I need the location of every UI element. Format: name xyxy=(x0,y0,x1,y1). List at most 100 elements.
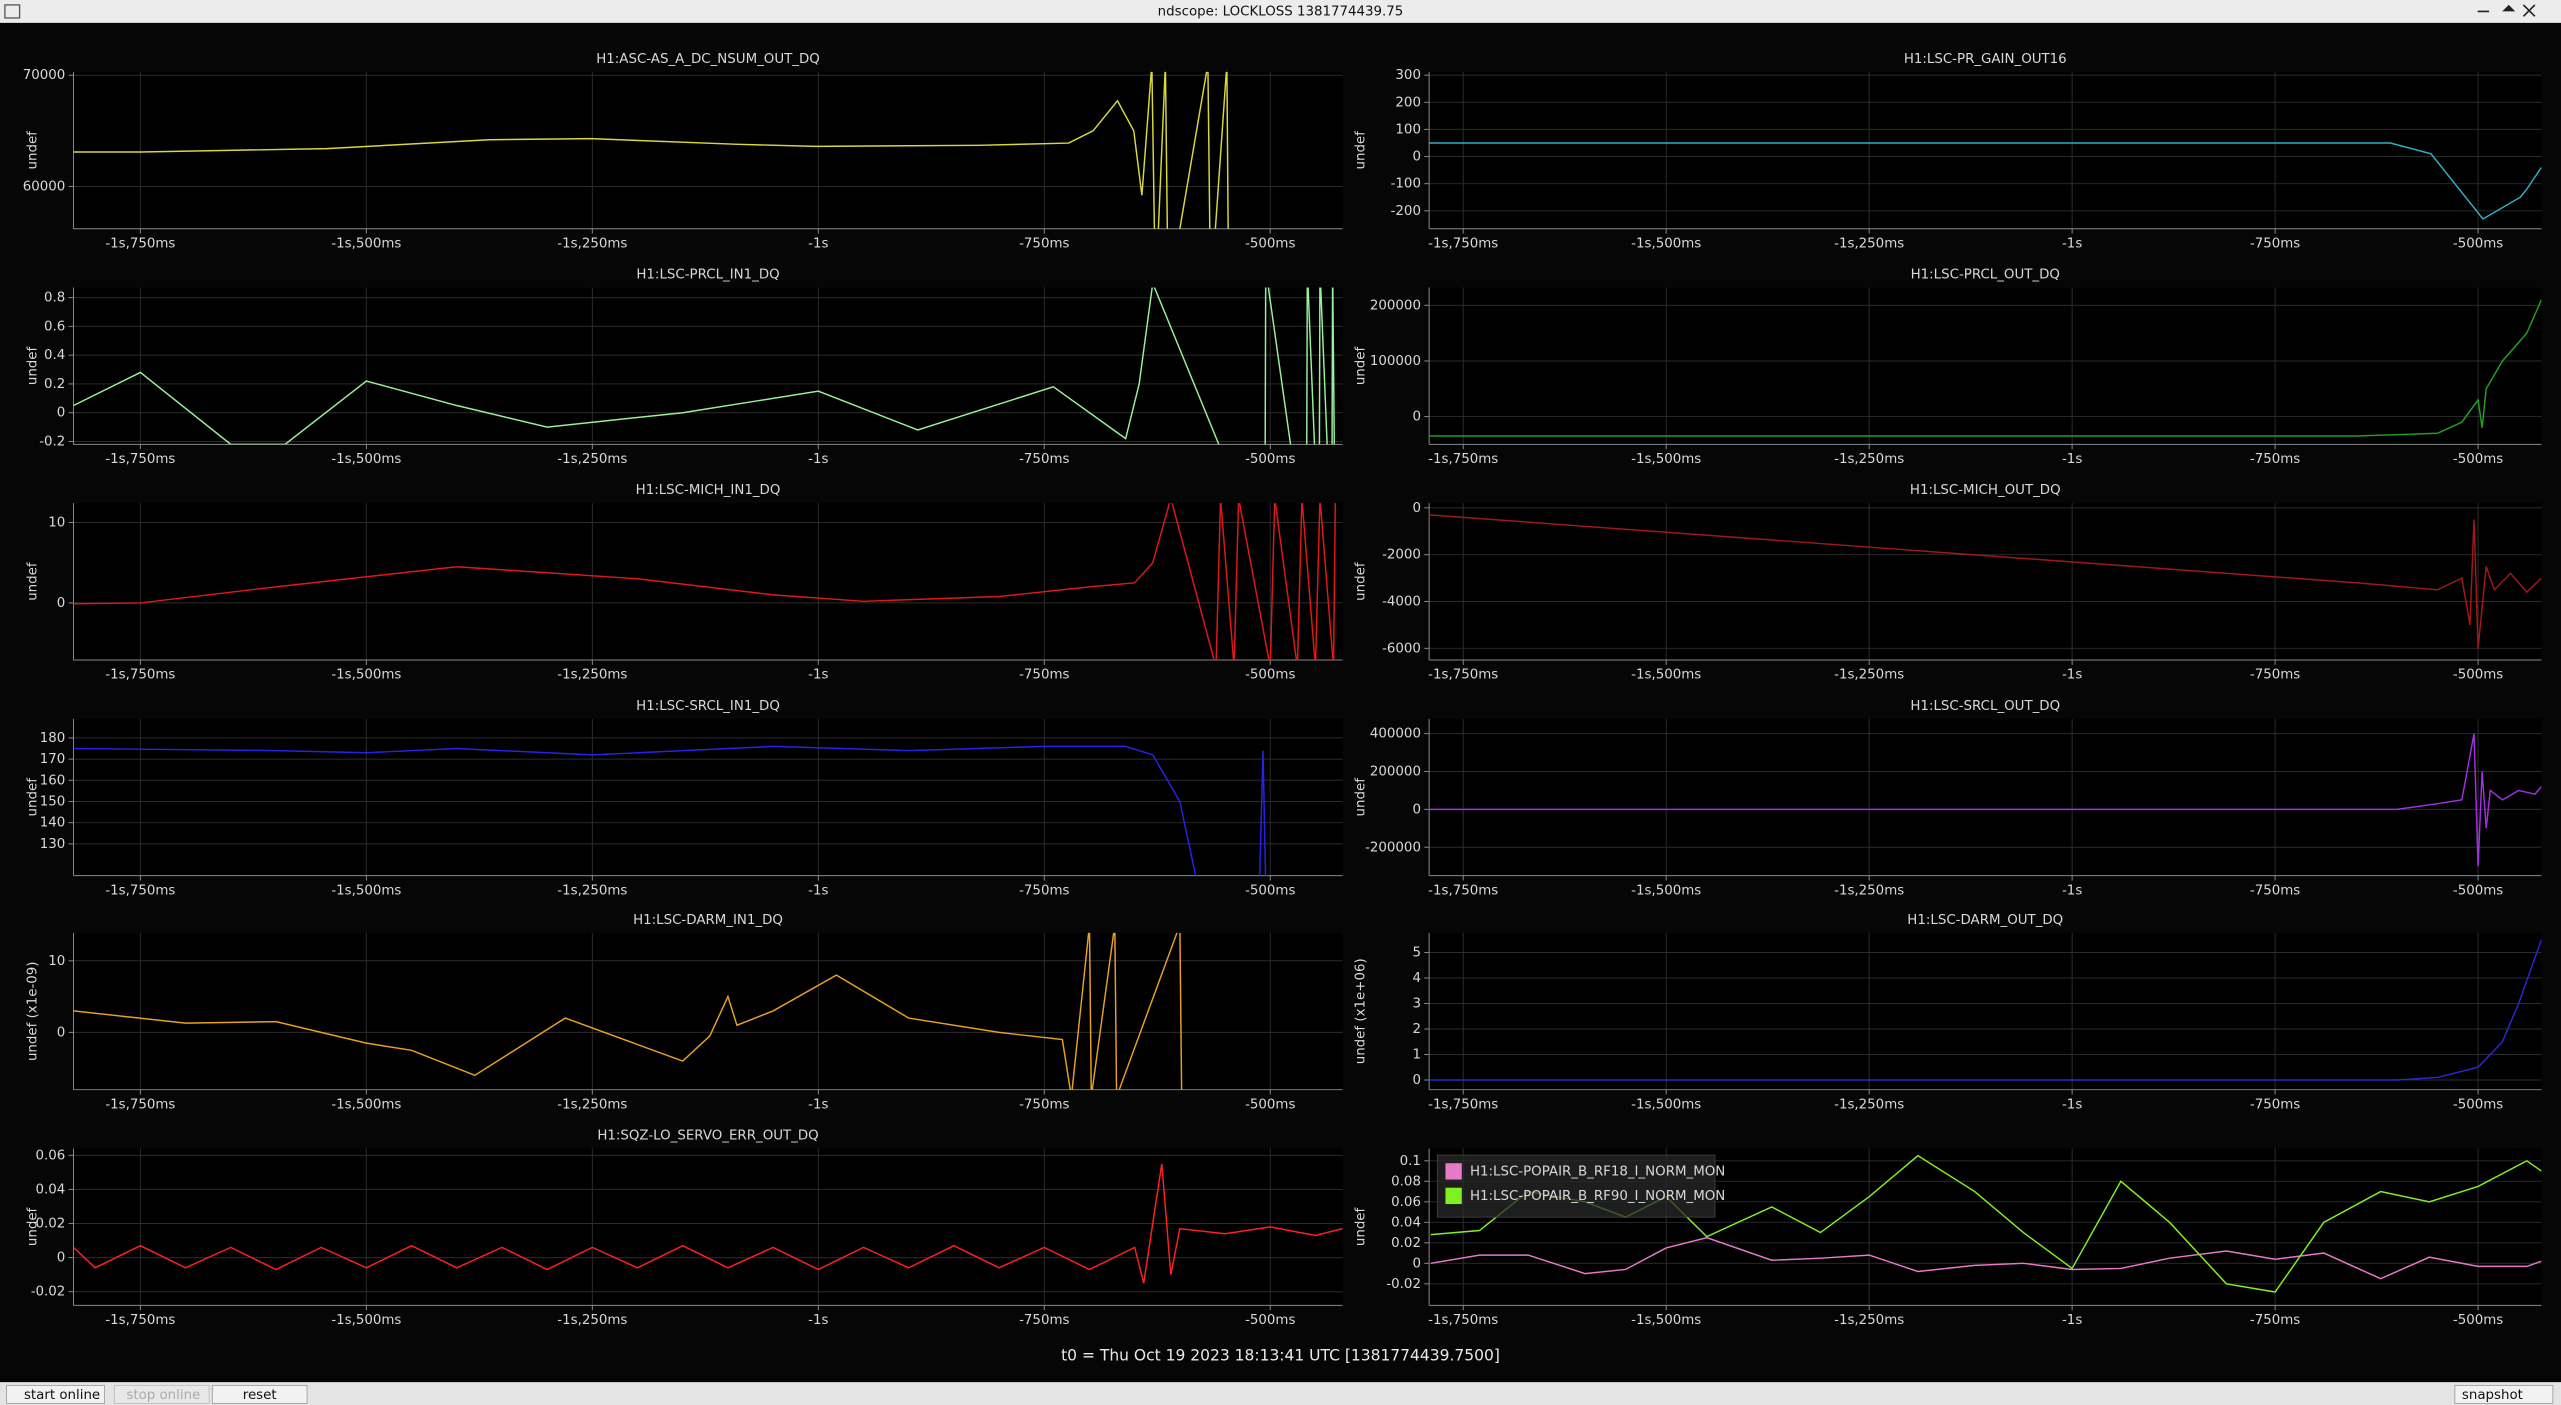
x-tick-label: -1s,500ms xyxy=(331,668,401,683)
y-tick-label: 170 xyxy=(40,752,66,767)
x-tick-label: -1s xyxy=(808,1313,828,1328)
x-tick-label: -1s xyxy=(2062,668,2082,683)
x-tick-label: -1s,500ms xyxy=(331,883,401,898)
y-tick-label: 0 xyxy=(1412,410,1421,425)
plot-title: H1:LSC-DARM_OUT_DQ xyxy=(1907,913,2063,928)
x-tick-label: -1s xyxy=(2062,1097,2082,1112)
y-tick-label: 2 xyxy=(1412,1022,1421,1037)
y-tick-label: 0.8 xyxy=(44,291,65,306)
y-tick-label: 130 xyxy=(40,837,66,852)
close-button[interactable] xyxy=(2522,4,2536,17)
maximize-button[interactable] xyxy=(2502,4,2516,12)
snapshot-button[interactable] xyxy=(2454,1384,2554,1404)
y-tick-label: 100 xyxy=(1395,122,1421,137)
plot-title: H1:LSC-SRCL_IN1_DQ xyxy=(636,699,780,714)
x-tick-label: -1s xyxy=(2062,883,2082,898)
x-tick-label: -500ms xyxy=(2453,452,2503,467)
y-tick-label: 0.4 xyxy=(44,348,65,363)
reset-button[interactable] xyxy=(211,1384,308,1404)
x-tick-label: -1s,250ms xyxy=(1834,668,1904,683)
x-tick-label: -750ms xyxy=(1019,668,1069,683)
y-tick-label: 140 xyxy=(40,816,66,831)
y-axis-label: undef xyxy=(26,562,41,601)
x-tick-label: -1s,750ms xyxy=(1428,1097,1498,1112)
x-tick-label: -1s,250ms xyxy=(1834,1097,1904,1112)
y-tick-label: 0 xyxy=(57,1025,66,1040)
legend-label: H1:LSC-POPAIR_B_RF90_I_NORM_MON xyxy=(1470,1189,1725,1204)
y-axis-label: undef xyxy=(26,1207,41,1246)
y-tick-label: 200000 xyxy=(1370,764,1421,779)
y-axis-label: undef xyxy=(26,778,41,817)
reset-label[interactable]: reset xyxy=(243,1388,277,1403)
x-tick-label: -750ms xyxy=(1019,236,1069,251)
stop-online-label[interactable]: stop online xyxy=(126,1388,200,1403)
trace xyxy=(1429,939,2542,1081)
y-tick-label: 0 xyxy=(57,406,66,421)
trace xyxy=(73,287,1336,445)
y-tick-label: 70000 xyxy=(23,68,66,83)
x-tick-label: -1s,500ms xyxy=(1631,1097,1701,1112)
x-tick-label: -500ms xyxy=(2453,1313,2503,1328)
x-tick-label: -1s xyxy=(2062,1313,2082,1328)
x-tick-label: -500ms xyxy=(2453,668,2503,683)
legend-box xyxy=(1436,1154,1716,1218)
plot-area xyxy=(1429,287,2542,445)
trace xyxy=(1430,1236,2542,1280)
y-tick-label: 200 xyxy=(1395,95,1421,110)
x-tick-label: -1s,500ms xyxy=(1631,1313,1701,1328)
stop-online-button[interactable] xyxy=(113,1384,210,1404)
plot-title: H1:LSC-PRCL_OUT_DQ xyxy=(1911,267,2060,282)
y-tick-label: 0.06 xyxy=(36,1148,66,1163)
y-tick-label: 300 xyxy=(1395,68,1421,83)
x-tick-label: -750ms xyxy=(2250,883,2300,898)
x-tick-label: -1s xyxy=(808,452,828,467)
legend-label: H1:LSC-POPAIR_B_RF18_I_NORM_MON xyxy=(1470,1164,1725,1179)
plot-title: H1:LSC-PRCL_IN1_DQ xyxy=(636,267,779,282)
x-tick-label: -1s,250ms xyxy=(557,1313,627,1328)
y-tick-label: 4 xyxy=(1412,971,1421,986)
x-tick-label: -1s,500ms xyxy=(331,1313,401,1328)
x-tick-label: -750ms xyxy=(2250,1313,2300,1328)
x-tick-label: -500ms xyxy=(2453,883,2503,898)
y-tick-label: 0 xyxy=(1412,1073,1421,1088)
x-tick-label: -1s,250ms xyxy=(1834,452,1904,467)
x-tick-label: -500ms xyxy=(2453,1097,2503,1112)
y-axis-label: undef xyxy=(1354,346,1369,385)
y-tick-label: -0.2 xyxy=(39,434,65,449)
plot-title: H1:SQZ-LO_SERVO_ERR_OUT_DQ xyxy=(597,1128,818,1143)
plot-area xyxy=(73,718,1343,876)
trace xyxy=(1429,733,2542,867)
plot: undef -0.02 0 0.02 0.04 0.06 0.08 0.1 -1s,750ms -… xyxy=(1354,1148,2542,1328)
trace xyxy=(73,1163,1343,1284)
y-tick-label: -200000 xyxy=(1365,840,1421,855)
plot-area xyxy=(1429,71,2542,229)
start-online-button[interactable] xyxy=(6,1384,105,1404)
x-tick-label: -1s,250ms xyxy=(1834,236,1904,251)
x-tick-label: -1s,250ms xyxy=(557,1097,627,1112)
x-tick-label: -1s,250ms xyxy=(557,236,627,251)
plot-area xyxy=(1429,503,2542,661)
y-tick-label: 150 xyxy=(40,794,66,809)
y-tick-label: 180 xyxy=(40,731,66,746)
x-tick-label: -1s,500ms xyxy=(1631,668,1701,683)
x-tick-label: -750ms xyxy=(2250,452,2300,467)
y-axis-label: undef (x1e-09) xyxy=(26,961,41,1061)
x-tick-label: -750ms xyxy=(1019,883,1069,898)
x-tick-label: -1s xyxy=(2062,452,2082,467)
y-tick-label: -2000 xyxy=(1382,548,1421,563)
plot-title: H1:LSC-SRCL_OUT_DQ xyxy=(1910,699,2060,714)
snapshot-label[interactable]: snapshot xyxy=(2462,1388,2523,1403)
start-online-label[interactable]: start online xyxy=(24,1388,100,1403)
y-tick-label: 0.6 xyxy=(44,319,65,334)
plot-area xyxy=(1429,932,2542,1090)
x-tick-label: -1s,250ms xyxy=(557,452,627,467)
legend-swatch xyxy=(1445,1187,1462,1205)
x-tick-label: -500ms xyxy=(2453,236,2503,251)
title-bar-bg xyxy=(0,0,2561,23)
